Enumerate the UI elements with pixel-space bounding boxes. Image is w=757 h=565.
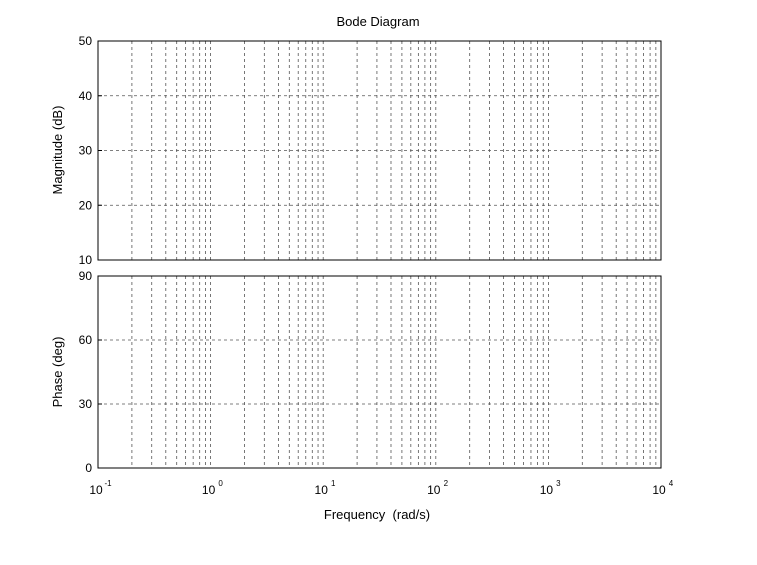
y-axis-label: Phase (deg)	[50, 337, 65, 408]
x-tick-label: 10	[427, 483, 441, 497]
x-tick-exponent: -1	[104, 479, 112, 488]
axes-box	[97, 40, 662, 261]
x-tick-label: 10	[315, 483, 329, 497]
y-tick-label: 0	[85, 461, 92, 475]
x-tick-exponent: 3	[556, 479, 561, 488]
chart-title: Bode Diagram	[336, 14, 419, 29]
x-axis-label: Frequency (rad/s)	[324, 507, 430, 522]
y-axis-label: Magnitude (dB)	[50, 106, 65, 195]
phase-panel: 0 30 60 90 Phase (deg)	[50, 269, 662, 475]
y-tick-label: 40	[79, 89, 93, 103]
y-tick-label: 30	[79, 144, 93, 158]
x-tick-exponent: 0	[218, 479, 223, 488]
y-tick-label: 50	[79, 34, 93, 48]
x-tick-exponent: 1	[331, 479, 336, 488]
x-tick-exponent: 2	[444, 479, 449, 488]
y-tick-label: 20	[79, 198, 93, 212]
axes-box	[97, 275, 662, 469]
x-tick-labels: 10 -1 10 0 10 1 10 2 10 3 10 4	[89, 479, 673, 497]
y-tick-label: 10	[79, 253, 93, 267]
x-tick-label: 10	[89, 483, 103, 497]
magnitude-panel: 10 20 30 40 50 Magnitude (dB)	[50, 34, 662, 267]
x-tick-exponent: 4	[669, 479, 674, 488]
x-tick-label: 10	[652, 483, 666, 497]
y-tick-label: 60	[79, 333, 93, 347]
x-tick-label: 10	[202, 483, 216, 497]
x-tick-label: 10	[540, 483, 554, 497]
y-tick-label: 90	[79, 269, 93, 283]
y-tick-label: 30	[79, 397, 93, 411]
